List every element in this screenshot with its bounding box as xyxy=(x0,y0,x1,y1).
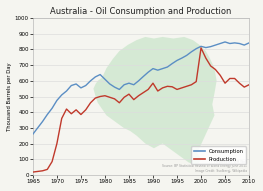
Title: Australia - Oil Consumption and Production: Australia - Oil Consumption and Producti… xyxy=(50,7,232,16)
Y-axis label: Thousand Barrels per Day: Thousand Barrels per Day xyxy=(7,62,12,131)
Legend: Consumption, Production: Consumption, Production xyxy=(191,146,246,164)
Polygon shape xyxy=(93,37,217,165)
Text: Prepared by: WM Wolf
Source: BP Statistical Review of World Energy June 2011
Ima: Prepared by: WM Wolf Source: BP Statisti… xyxy=(162,159,247,173)
